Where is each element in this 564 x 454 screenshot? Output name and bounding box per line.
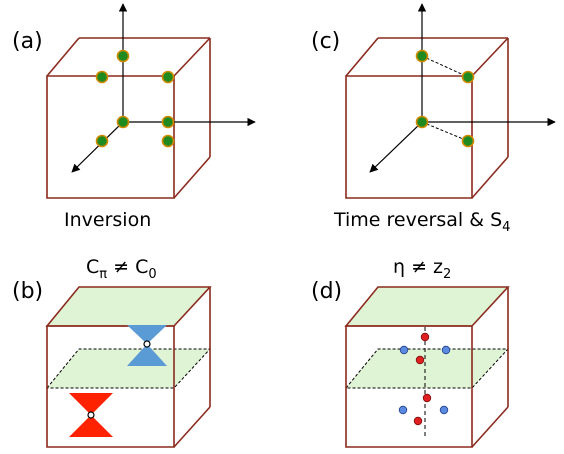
point	[415, 49, 429, 63]
red-dirac-cone	[69, 393, 113, 437]
point	[415, 115, 429, 129]
panel-label-b: (b)	[12, 279, 43, 304]
cube-c	[345, 37, 509, 199]
inversion-points	[95, 49, 175, 148]
caption-b-rel: ≠ C	[107, 256, 148, 278]
caption-c: Time reversal & S4	[333, 209, 510, 235]
panel-d: η ≠ z2 (d)	[311, 256, 510, 448]
red-point	[422, 393, 432, 403]
red-point	[413, 416, 423, 426]
blue-point	[441, 345, 451, 355]
red-point	[420, 332, 430, 342]
panel-label-c: (c)	[311, 29, 340, 54]
middle-plane	[344, 348, 510, 389]
top-face	[45, 286, 212, 327]
point	[161, 70, 175, 84]
panel-label-a: (a)	[12, 29, 43, 54]
point	[95, 70, 109, 84]
point	[161, 115, 175, 129]
panel-a: (a) Inversion	[12, 3, 256, 231]
point	[461, 70, 475, 84]
cube-a	[46, 37, 211, 199]
caption-b: Cπ ≠ C0	[86, 256, 157, 282]
caption-c-sub: 4	[502, 220, 510, 235]
panel-c: (c) Time reversal & S4	[311, 3, 556, 235]
caption-d: η ≠ z2	[393, 256, 451, 282]
dashed-link	[421, 121, 469, 142]
caption-b-sub1: π	[99, 267, 107, 282]
panel-b: Cπ ≠ C0 (b)	[12, 256, 212, 448]
blue-point	[398, 405, 408, 415]
top-face	[344, 286, 510, 327]
y-axis-arrow	[369, 121, 423, 173]
cube-d	[345, 287, 509, 448]
point	[161, 134, 175, 148]
s4-points	[415, 49, 475, 148]
red-point	[415, 355, 425, 365]
axes-c	[369, 3, 556, 173]
charge-points	[398, 332, 451, 426]
point	[116, 49, 130, 63]
caption-b-main: C	[86, 256, 99, 278]
caption-d-sub: 2	[443, 267, 451, 282]
panel-label-d: (d)	[311, 279, 342, 304]
blue-dirac-cone	[127, 325, 167, 366]
point	[95, 134, 109, 148]
dashed-link	[421, 55, 469, 78]
caption-a: Inversion	[64, 209, 151, 231]
axes-a	[71, 3, 256, 173]
point	[116, 115, 130, 129]
caption-b-sub2: 0	[148, 267, 156, 282]
y-axis-arrow	[71, 121, 124, 173]
point	[461, 134, 475, 148]
caption-c-main: Time reversal & S	[333, 209, 502, 231]
caption-d-main: η ≠ z	[393, 256, 443, 278]
blue-point	[439, 405, 449, 415]
blue-point	[399, 345, 409, 355]
middle-plane	[45, 348, 212, 389]
